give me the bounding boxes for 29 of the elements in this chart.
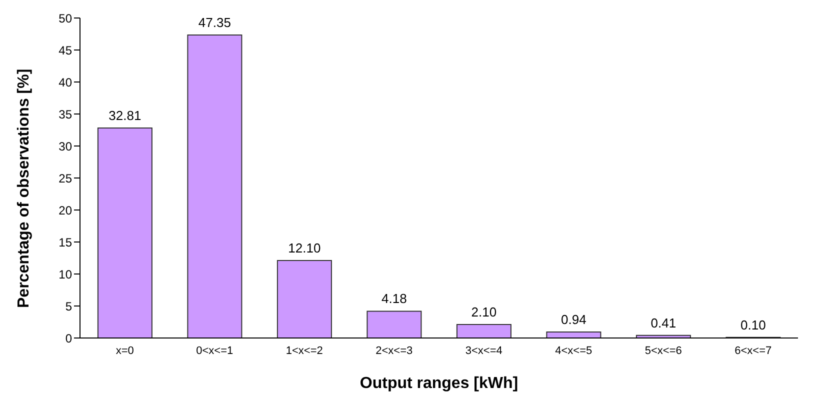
data-label: 47.35 [198, 14, 231, 30]
y-tick-label: 15 [58, 235, 72, 250]
x-tick-label: 2<x<=3 [376, 344, 413, 357]
y-tick-label: 50 [58, 11, 72, 26]
data-label: 0.10 [740, 317, 766, 332]
x-axis-title: Output ranges [kWh] [360, 375, 518, 392]
y-tick-label: 5 [65, 299, 72, 314]
y-tick-label: 40 [58, 75, 72, 90]
y-tick-label: 10 [58, 267, 72, 282]
x-tick-label: 0<x<=1 [196, 344, 234, 357]
y-tick-label: 20 [58, 203, 72, 218]
y-tick-label: 35 [58, 107, 72, 122]
y-tick-label: 25 [58, 171, 72, 186]
data-label: 0.94 [561, 312, 586, 327]
data-label: 12.10 [288, 240, 321, 256]
data-label: 0.41 [650, 315, 676, 330]
y-axis-title: Percentage of observations [%] [16, 68, 33, 308]
y-tick-label: 45 [58, 43, 72, 58]
x-tick-label: x=0 [116, 344, 134, 357]
x-tick-label: 1<x<=2 [286, 344, 323, 357]
y-tick-label: 0 [65, 331, 72, 346]
data-label: 4.18 [382, 291, 407, 306]
x-tick-label: 6<x<=7 [734, 344, 772, 357]
x-tick-label: 5<x<=6 [644, 344, 682, 357]
data-label: 2.10 [471, 304, 497, 320]
y-tick-label: 30 [58, 139, 72, 154]
data-label: 32.81 [108, 108, 142, 124]
x-tick-label: 4<x<=5 [555, 344, 592, 357]
x-tick-label: 3<x<=4 [465, 344, 502, 357]
